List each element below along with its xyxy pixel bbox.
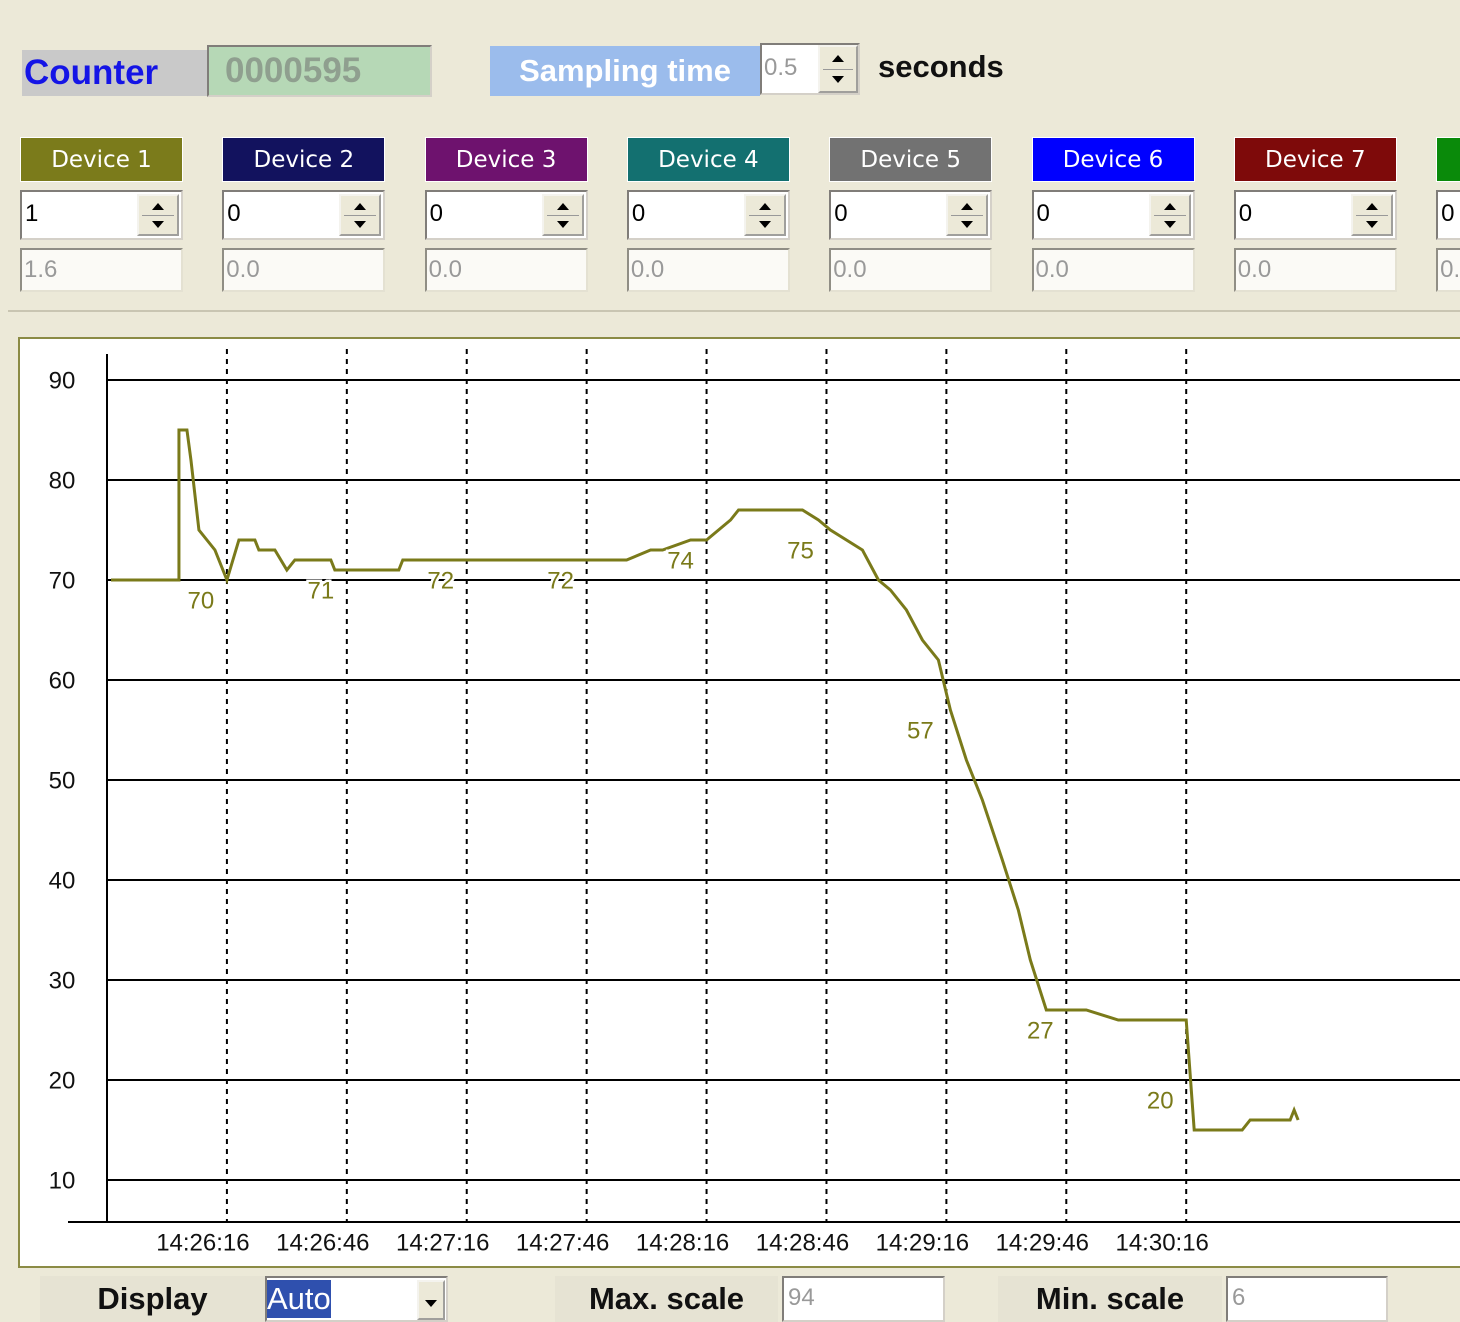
setting-value: 0: [834, 200, 848, 227]
y-tick-label: 60: [49, 667, 76, 694]
data-label: 72: [427, 567, 454, 594]
setting-value: 0: [631, 200, 646, 227]
data-label: 57: [907, 717, 934, 744]
y-tick-label: 10: [49, 1167, 76, 1194]
x-tick-label: 14:26:46: [276, 1229, 369, 1256]
x-tick-label: 14:29:16: [876, 1229, 969, 1256]
spinner[interactable]: [1350, 194, 1393, 236]
x-tick-label: 14:27:46: [516, 1229, 609, 1256]
data-label: 71: [307, 577, 334, 604]
data-label: 74: [667, 547, 694, 574]
data-label: 72: [547, 567, 574, 594]
counter-label: Counter: [22, 50, 207, 96]
spinner[interactable]: [743, 194, 786, 236]
min-label: Min. scale: [998, 1276, 1222, 1322]
spinner[interactable]: [541, 194, 584, 236]
device-setting[interactable]: 0: [626, 190, 790, 240]
display-label: Display: [40, 1276, 265, 1322]
data-label: 70: [188, 587, 215, 614]
device-setting[interactable]: 1: [20, 190, 183, 240]
max-input[interactable]: 94: [782, 1276, 945, 1322]
data-label: 20: [1147, 1087, 1174, 1114]
counter-value: 0000595: [207, 45, 432, 97]
separator: [8, 310, 1460, 312]
device-setting[interactable]: 0: [829, 190, 993, 240]
setting-value: 0: [227, 200, 241, 227]
chart-panel: 10 20 30 40 50 60 70 80 90 14:26:16 14:26:46 14:27:…: [18, 337, 1460, 1268]
sampling-input[interactable]: 0.5: [760, 43, 860, 95]
x-tick-label: 14:28:16: [636, 1229, 729, 1256]
data-label: 75: [787, 537, 814, 564]
y-tick-label: 70: [49, 567, 76, 594]
chart: 10 20 30 40 50 60 70 80 90 14:26:16 14:26:46 14:27:…: [49, 349, 1460, 1256]
device-header: Device 1: [20, 137, 183, 182]
display-combo[interactable]: Auto: [265, 1276, 448, 1322]
device-setting[interactable]: 0: [424, 190, 588, 240]
device-reading: 1.6: [20, 248, 183, 292]
x-tick-label: 14:29:46: [996, 1229, 1089, 1256]
device-header: Device 4: [626, 137, 790, 182]
sampling-value: 0.5: [764, 54, 798, 81]
device-reading: 0.0: [1233, 248, 1397, 292]
device-header: Device 5: [829, 137, 993, 182]
sampling-unit: seconds: [878, 49, 1004, 84]
setting-value: 0: [1441, 200, 1455, 227]
device-setting[interactable]: 0: [1031, 190, 1195, 240]
device-reading: 0.0: [1436, 248, 1460, 292]
device-header: Device 7: [1233, 137, 1397, 182]
y-tick-label: 30: [49, 967, 76, 994]
setting-value: 0: [429, 200, 443, 227]
device-reading: 0.0: [1031, 248, 1195, 292]
device-setting[interactable]: 0: [1233, 190, 1397, 240]
spinner[interactable]: [1148, 194, 1191, 236]
min-input[interactable]: 6: [1226, 1276, 1388, 1322]
x-tick-label: 14:30:16: [1115, 1229, 1208, 1256]
dropdown-button[interactable]: [417, 1280, 445, 1320]
y-tick-label: 20: [49, 1067, 76, 1094]
display-value: Auto: [267, 1280, 331, 1318]
device-reading: 0.0: [829, 248, 993, 292]
spinner[interactable]: [339, 194, 382, 236]
y-tick-label: 50: [49, 767, 76, 794]
device-header: Device 2: [222, 137, 386, 182]
device-header: Device 6: [1031, 137, 1195, 182]
spinner[interactable]: [946, 194, 989, 236]
device-header: Device 3: [424, 137, 588, 182]
sampling-button[interactable]: Sampling time: [490, 46, 760, 96]
device-setting[interactable]: 0: [222, 190, 386, 240]
device-reading: 0.0: [222, 248, 386, 292]
x-tick-label: 14:26:16: [156, 1229, 249, 1256]
setting-value: 1: [25, 200, 39, 227]
device-reading: 0.0: [424, 248, 588, 292]
setting-value: 0: [1036, 200, 1050, 227]
setting-value: 0: [1238, 200, 1253, 227]
max-label: Max. scale: [555, 1276, 778, 1322]
device-reading: 0.0: [626, 248, 790, 292]
y-tick-label: 90: [49, 367, 76, 394]
y-tick-label: 80: [49, 467, 76, 494]
x-tick-label: 14:27:16: [396, 1229, 489, 1256]
x-tick-label: 14:28:46: [756, 1229, 849, 1256]
device-header: [1436, 137, 1460, 182]
y-tick-label: 40: [49, 867, 76, 894]
data-line: [110, 428, 1300, 1132]
device-setting[interactable]: 0: [1436, 190, 1460, 240]
data-label: 27: [1027, 1017, 1054, 1044]
spinner[interactable]: [818, 45, 858, 93]
spinner[interactable]: [137, 194, 179, 236]
